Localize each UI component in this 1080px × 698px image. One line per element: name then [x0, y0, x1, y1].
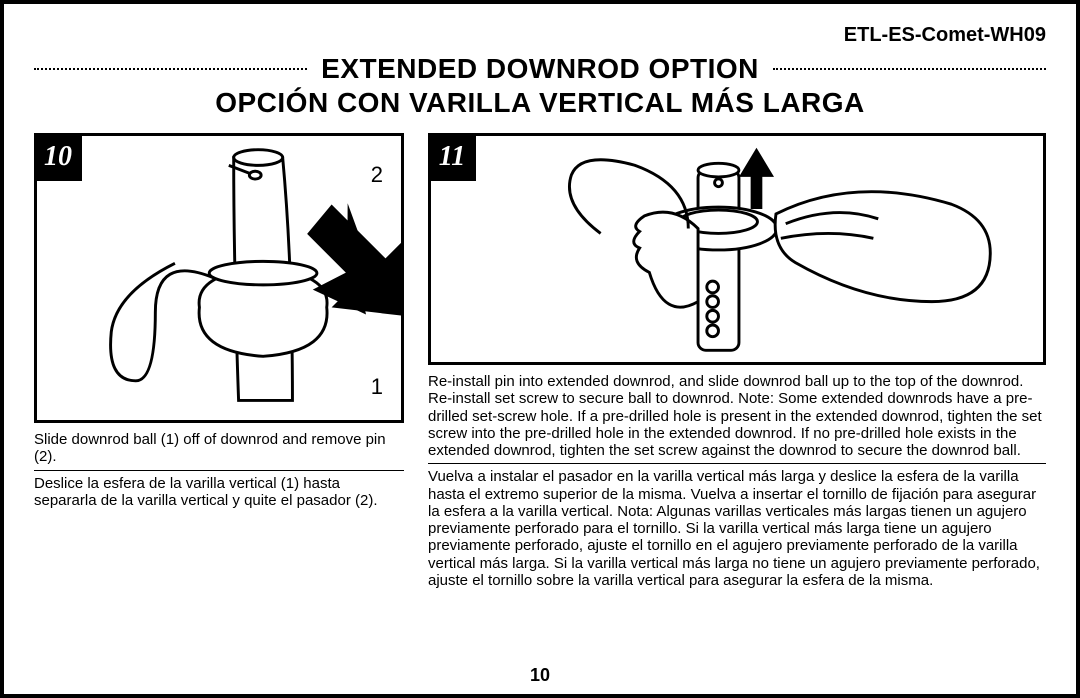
- step-11-illustration: [431, 136, 1043, 362]
- title-block: EXTENDED DOWNROD OPTION OPCIÓN CON VARIL…: [34, 53, 1046, 119]
- step-11-column: 11: [428, 133, 1046, 589]
- step-10-column: 10 2 1: [34, 133, 404, 589]
- step-10-text-en: Slide downrod ball (1) off of downrod an…: [34, 431, 404, 471]
- title-en: EXTENDED DOWNROD OPTION: [321, 53, 759, 85]
- step-10-figure: 10 2 1: [34, 133, 404, 423]
- step-11-text-en: Re-install pin into extended downrod, an…: [428, 373, 1046, 464]
- step-10-number: 10: [34, 133, 82, 181]
- step-11-figure: 11: [428, 133, 1046, 365]
- step-11-number: 11: [428, 133, 476, 181]
- title-es: OPCIÓN CON VARILLA VERTICAL MÁS LARGA: [34, 87, 1046, 119]
- step-11-text-es: Vuelva a instalar el pasador en la varil…: [428, 468, 1046, 589]
- step-10-text-es: Deslice la esfera de la varilla vertical…: [34, 475, 404, 510]
- page-number: 10: [4, 665, 1076, 686]
- callout-2: 2: [371, 162, 383, 188]
- callout-1: 1: [371, 374, 383, 400]
- manual-page: ETL-ES-Comet-WH09 EXTENDED DOWNROD OPTIO…: [0, 0, 1080, 698]
- step-10-illustration: [37, 136, 401, 420]
- model-code: ETL-ES-Comet-WH09: [34, 24, 1046, 47]
